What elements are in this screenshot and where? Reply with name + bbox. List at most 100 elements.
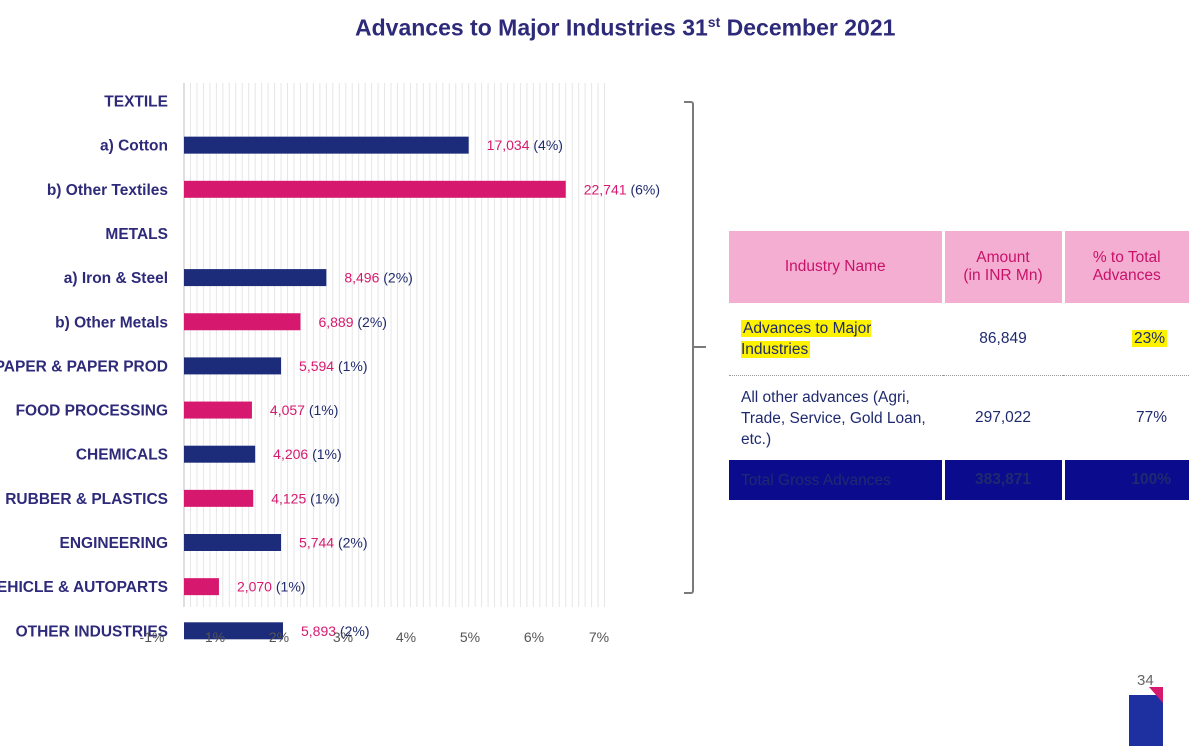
x-axis-ticks: -1% 1% 2% 3% 4% 5% 6% 7% [140, 629, 610, 645]
value-amount: 4,125 [271, 490, 310, 506]
header-amount: Amount (in INR Mn) [943, 231, 1065, 303]
x-tick-label: 6% [524, 629, 544, 645]
summary-table: Industry Name Amount (in INR Mn) % to To… [729, 231, 1189, 500]
value-label: 4,057 (1%) [270, 402, 339, 418]
bar [184, 578, 219, 596]
category-label: ENGINEERING [59, 535, 168, 552]
value-amount: 6,889 [318, 314, 357, 330]
value-percent: (1%) [310, 490, 340, 506]
bar [184, 534, 282, 551]
category-label: TEXTILE [104, 94, 168, 111]
corner-block-navy [1129, 695, 1163, 746]
value-label: 4,125 (1%) [271, 490, 340, 506]
value-amount: 5,893 [301, 623, 340, 639]
value-label: 8,496 (2%) [344, 270, 413, 286]
row-name: All other advances (Agri, Trade, Service… [741, 388, 926, 448]
category-label: b) Other Metals [55, 314, 168, 331]
bar [184, 445, 256, 463]
row-amount: 297,022 [974, 409, 1032, 426]
value-percent: (1%) [309, 402, 339, 418]
bar [184, 180, 566, 198]
category-label: PAPER & PAPER PROD [0, 358, 168, 375]
category-labels: TEXTILE a) Cotton b) Other Textiles METALS a… [0, 94, 168, 641]
category-label: METALS [105, 226, 168, 243]
category-label: VEHICLE & AUTOPARTS [0, 579, 168, 596]
row-name-text: Advances to Major Industries [741, 320, 872, 358]
x-tick-label: 2% [269, 629, 289, 645]
bar-chart: TEXTILE a) Cotton b) Other Textiles METALS a… [0, 83, 660, 645]
value-percent: (2%) [338, 535, 368, 551]
bars [184, 136, 566, 640]
value-percent: (2%) [383, 270, 413, 286]
bar [184, 622, 283, 640]
category-label: b) Other Textiles [47, 182, 168, 199]
bracket-pointer [694, 346, 706, 348]
bar [184, 401, 252, 419]
bar [184, 357, 282, 375]
title-end: December 2021 [720, 14, 896, 41]
category-label: RUBBER & PLASTICS [5, 491, 168, 508]
value-amount: 4,057 [270, 402, 309, 418]
table-row: Advances to Major Industries 86,849 23% [729, 303, 1189, 376]
value-percent: (1%) [338, 358, 368, 374]
value-percent: (6%) [630, 181, 660, 197]
header-industry-name: Industry Name [729, 231, 945, 303]
title-superscript: st [707, 14, 721, 30]
row-amount: 86,849 [943, 303, 1063, 376]
category-label: a) Cotton [100, 138, 168, 155]
category-label: FOOD PROCESSING [16, 403, 168, 420]
value-label: 4,206 (1%) [273, 446, 342, 462]
category-label: a) Iron & Steel [64, 270, 168, 287]
table-total-row: Total Gross Advances 383,871 100% [729, 460, 1189, 500]
row-percent: 77% [1135, 409, 1167, 426]
table-header-row: Industry Name Amount (in INR Mn) % to To… [729, 231, 1189, 303]
value-percent: (2%) [357, 314, 387, 330]
x-tick-label: 7% [589, 629, 609, 645]
corner-decoration [1129, 687, 1163, 746]
value-amount: 22,741 [584, 181, 631, 197]
title-main: Advances to Major Industries 31 [355, 14, 708, 41]
value-labels: 17,034 (4%)22,741 (6%)8,496 (2%)6,889 (2… [237, 137, 660, 639]
corner-triangle-pink [1149, 687, 1163, 703]
value-percent: (4%) [533, 137, 563, 153]
value-label: 5,594 (1%) [299, 358, 368, 374]
chart-title: Advances to Major Industries 31st Decemb… [355, 14, 895, 42]
page-number: 34 [1137, 672, 1154, 689]
x-tick-label: 1% [205, 629, 225, 645]
category-label: OTHER INDUSTRIES [16, 623, 168, 640]
total-amount: 383,871 [943, 460, 1065, 500]
table-row: All other advances (Agri, Trade, Service… [729, 376, 1189, 461]
value-label: 2,070 (1%) [237, 579, 305, 595]
value-percent: (1%) [312, 446, 342, 462]
total-percent: 100% [1063, 460, 1189, 500]
value-label: 5,744 (2%) [299, 535, 368, 551]
x-tick-label: 3% [333, 629, 353, 645]
total-name: Total Gross Advances [729, 460, 945, 500]
row-percent: 23% [1063, 303, 1189, 376]
value-percent: (1%) [276, 579, 306, 595]
value-percent: (2%) [340, 623, 370, 639]
value-amount: 5,744 [299, 535, 338, 551]
grouping-bracket [684, 101, 694, 594]
value-label: 22,741 (6%) [584, 181, 660, 197]
x-tick-label: -1% [140, 629, 165, 645]
row-percent-text: 23% [1131, 330, 1167, 347]
bar [184, 489, 254, 507]
grid-lines [183, 83, 606, 607]
value-amount: 8,496 [344, 270, 383, 286]
x-tick-label: 5% [460, 629, 480, 645]
bar [184, 269, 327, 287]
category-label: CHEMICALS [76, 447, 168, 464]
bar [184, 313, 301, 331]
bar [184, 136, 469, 154]
value-amount: 5,594 [299, 358, 338, 374]
value-label: 17,034 (4%) [487, 137, 563, 153]
x-tick-label: 4% [396, 629, 416, 645]
header-percent: % to Total Advances [1063, 231, 1189, 303]
value-amount: 17,034 [487, 137, 534, 153]
value-label: 6,889 (2%) [318, 314, 387, 330]
value-amount: 2,070 [237, 579, 276, 595]
row-name: Advances to Major Industries [729, 303, 943, 376]
value-label: 5,893 (2%) [301, 623, 370, 639]
value-amount: 4,206 [273, 446, 312, 462]
